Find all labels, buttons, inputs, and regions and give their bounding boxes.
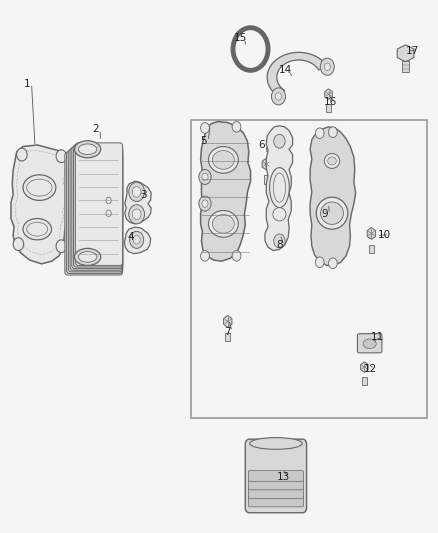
Polygon shape — [125, 181, 151, 224]
Ellipse shape — [74, 141, 101, 158]
Text: 7: 7 — [224, 327, 231, 336]
Polygon shape — [397, 45, 414, 62]
Bar — [402, 61, 409, 72]
Circle shape — [320, 58, 334, 75]
Text: 15: 15 — [233, 34, 247, 43]
Ellipse shape — [316, 197, 348, 229]
Circle shape — [129, 205, 145, 224]
Ellipse shape — [212, 215, 234, 233]
FancyBboxPatch shape — [75, 143, 123, 265]
Bar — [369, 245, 374, 253]
Text: 6: 6 — [258, 140, 265, 150]
Circle shape — [13, 238, 24, 251]
Circle shape — [199, 169, 211, 184]
FancyBboxPatch shape — [70, 148, 123, 270]
Ellipse shape — [208, 211, 238, 237]
Bar — [191, 120, 427, 418]
Circle shape — [315, 128, 324, 139]
Circle shape — [232, 251, 241, 261]
FancyBboxPatch shape — [65, 152, 123, 275]
Circle shape — [106, 210, 111, 216]
Text: 1: 1 — [24, 79, 31, 88]
Text: 5: 5 — [200, 136, 207, 146]
Bar — [326, 104, 331, 112]
Text: 3: 3 — [140, 190, 147, 199]
Circle shape — [274, 134, 285, 148]
Ellipse shape — [269, 167, 290, 207]
Bar — [362, 377, 367, 385]
Ellipse shape — [328, 157, 336, 165]
Polygon shape — [223, 316, 232, 327]
Ellipse shape — [78, 252, 97, 262]
Polygon shape — [360, 362, 368, 373]
Circle shape — [315, 257, 324, 268]
Polygon shape — [265, 126, 293, 251]
Ellipse shape — [324, 154, 340, 168]
Text: 10: 10 — [378, 230, 391, 239]
Circle shape — [129, 182, 145, 201]
FancyBboxPatch shape — [68, 149, 123, 272]
Circle shape — [232, 122, 241, 132]
Polygon shape — [11, 145, 69, 264]
Ellipse shape — [212, 151, 234, 169]
Circle shape — [202, 173, 208, 181]
Ellipse shape — [23, 175, 56, 200]
Circle shape — [201, 251, 209, 261]
Polygon shape — [262, 158, 271, 170]
Circle shape — [324, 63, 330, 70]
Polygon shape — [124, 227, 151, 254]
Ellipse shape — [23, 219, 52, 240]
FancyBboxPatch shape — [248, 488, 304, 498]
Ellipse shape — [208, 147, 238, 173]
Circle shape — [201, 123, 209, 133]
FancyBboxPatch shape — [74, 144, 123, 267]
Circle shape — [328, 127, 337, 138]
FancyBboxPatch shape — [248, 496, 304, 507]
Text: 17: 17 — [406, 46, 419, 55]
Text: 2: 2 — [92, 124, 99, 134]
FancyBboxPatch shape — [248, 479, 304, 490]
Circle shape — [199, 196, 211, 211]
Bar — [264, 175, 269, 184]
Circle shape — [56, 240, 67, 253]
Polygon shape — [310, 127, 356, 265]
Text: 4: 4 — [127, 232, 134, 242]
Circle shape — [133, 236, 140, 244]
Text: 12: 12 — [364, 364, 377, 374]
Ellipse shape — [321, 202, 343, 224]
Text: 8: 8 — [276, 240, 283, 250]
FancyBboxPatch shape — [72, 146, 123, 269]
Text: 14: 14 — [279, 66, 292, 75]
Circle shape — [17, 148, 27, 161]
Ellipse shape — [363, 339, 376, 349]
Circle shape — [132, 187, 141, 197]
Polygon shape — [367, 228, 376, 239]
Circle shape — [276, 93, 282, 100]
Bar — [225, 333, 230, 341]
Circle shape — [130, 231, 144, 248]
Circle shape — [274, 234, 285, 248]
FancyBboxPatch shape — [357, 334, 382, 353]
Circle shape — [272, 88, 286, 105]
Circle shape — [132, 209, 141, 220]
Text: 16: 16 — [324, 98, 337, 107]
Ellipse shape — [78, 144, 97, 155]
Ellipse shape — [273, 207, 286, 221]
Polygon shape — [267, 52, 327, 96]
FancyBboxPatch shape — [67, 151, 123, 273]
Circle shape — [328, 258, 337, 269]
Circle shape — [202, 200, 208, 207]
Text: 9: 9 — [321, 209, 328, 219]
Text: 11: 11 — [371, 332, 384, 342]
Ellipse shape — [250, 438, 302, 449]
FancyBboxPatch shape — [248, 471, 304, 481]
Text: 13: 13 — [277, 472, 290, 482]
Polygon shape — [201, 122, 251, 261]
Ellipse shape — [74, 248, 101, 265]
Polygon shape — [325, 89, 332, 100]
Circle shape — [56, 150, 67, 163]
FancyBboxPatch shape — [245, 439, 307, 513]
Circle shape — [106, 197, 111, 204]
